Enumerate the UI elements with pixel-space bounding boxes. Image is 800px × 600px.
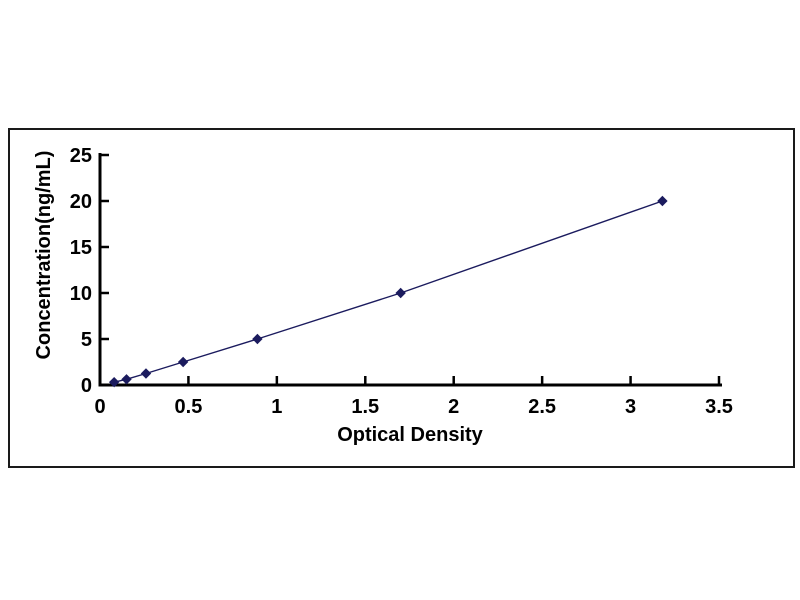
y-axis-title: Concentration(ng/mL) — [33, 151, 55, 360]
y-tick-label: 10 — [70, 283, 92, 305]
standard-curve-plot: 0 5 10 15 20 25 0 0.5 1 1.5 2 2.5 3 3.5 Optical Densi… — [33, 145, 733, 446]
data-point-marker — [657, 195, 668, 207]
x-tick-label: 2 — [448, 396, 459, 418]
tick-marks — [98, 153, 721, 387]
data-series — [108, 195, 668, 388]
y-tick-label: 20 — [70, 191, 92, 213]
data-point-marker — [177, 356, 189, 368]
x-tick-label: 2.5 — [528, 396, 556, 418]
series-line — [113, 200, 663, 383]
x-tick-label: 1.5 — [351, 396, 379, 418]
tick-labels: 0 5 10 15 20 25 0 0.5 1 1.5 2 2.5 3 3.5 — [70, 145, 733, 418]
data-point-marker — [252, 333, 263, 345]
x-tick-label: 3 — [625, 396, 636, 418]
data-point-marker — [121, 374, 132, 385]
data-point-marker — [395, 287, 406, 299]
axes — [98, 153, 722, 387]
y-tick-label: 0 — [81, 375, 92, 397]
data-point-marker — [108, 376, 120, 388]
y-tick-label: 15 — [70, 237, 92, 259]
chart-frame: 0 5 10 15 20 25 0 0.5 1 1.5 2 2.5 3 3.5 Optical Densi… — [8, 128, 795, 468]
x-tick-label: 0 — [94, 396, 105, 418]
x-axis-title: Optical Density — [337, 424, 483, 446]
x-tick-label: 3.5 — [705, 396, 733, 418]
x-tick-label: 0.5 — [175, 396, 203, 418]
y-tick-label: 5 — [81, 329, 92, 351]
data-point-marker — [140, 368, 152, 379]
y-tick-label: 25 — [70, 145, 92, 167]
x-tick-label: 1 — [271, 396, 282, 418]
